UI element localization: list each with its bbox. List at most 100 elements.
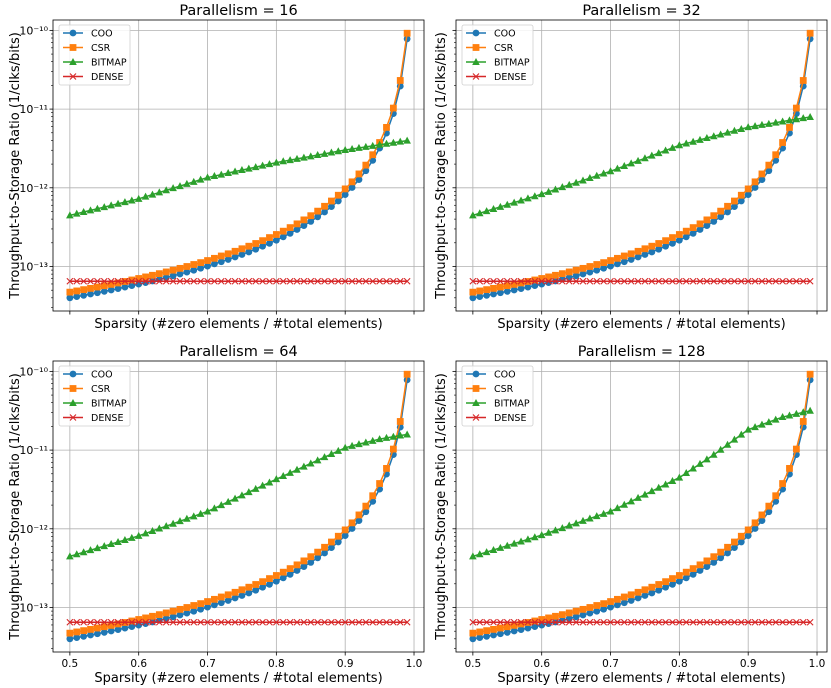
- data-point-coo: [238, 592, 246, 599]
- data-point-dense: [389, 618, 397, 626]
- data-point-dense: [558, 618, 566, 626]
- data-point-csr: [396, 77, 404, 84]
- data-point-bitmap: [675, 473, 684, 481]
- data-point-csr: [682, 227, 690, 235]
- data-point-bitmap: [72, 209, 81, 217]
- data-point-coo: [266, 239, 273, 247]
- data-point-dense: [737, 618, 745, 626]
- data-point-bitmap: [682, 139, 691, 147]
- data-point-bitmap: [572, 519, 580, 527]
- data-point-coo: [641, 592, 649, 599]
- data-point-csr: [176, 264, 184, 272]
- data-point-bitmap: [730, 435, 739, 443]
- data-point-csr: [724, 202, 731, 210]
- series-dense: [66, 618, 411, 626]
- data-point-dense: [751, 277, 759, 285]
- data-point-dense: [572, 277, 580, 285]
- data-point-csr: [737, 532, 745, 540]
- data-point-bitmap: [100, 203, 109, 211]
- data-point-dense: [524, 277, 532, 285]
- data-point-coo: [169, 613, 177, 621]
- data-point-csr: [696, 561, 704, 569]
- x-tick-label: 0.5: [465, 658, 482, 670]
- data-point-coo: [328, 203, 335, 211]
- data-point-csr: [806, 29, 814, 37]
- data-point-dense: [765, 277, 773, 285]
- data-point-bitmap: [778, 117, 787, 125]
- data-point-csr: [483, 286, 491, 294]
- data-point-bitmap: [265, 160, 274, 168]
- legend-box: [461, 24, 534, 86]
- data-point-csr: [321, 543, 328, 551]
- data-point-dense: [696, 618, 704, 626]
- data-point-bitmap: [362, 438, 370, 446]
- data-point-dense: [620, 618, 628, 626]
- data-point-bitmap: [210, 172, 219, 180]
- data-point-csr: [724, 543, 731, 551]
- data-point-csr: [107, 280, 115, 288]
- data-point-bitmap: [510, 198, 518, 206]
- data-point-csr: [593, 602, 601, 609]
- data-point-bitmap: [765, 418, 773, 426]
- data-point-csr: [717, 207, 725, 215]
- data-point-bitmap: [668, 476, 677, 484]
- data-point-bitmap: [114, 199, 122, 207]
- x-axis-label: Sparsity (#zero elements / #total elemen…: [497, 671, 785, 686]
- data-point-csr: [87, 284, 94, 292]
- data-point-coo: [334, 197, 342, 205]
- data-point-dense: [266, 277, 273, 285]
- data-point-coo: [758, 176, 766, 184]
- data-point-csr: [655, 240, 663, 247]
- data-point-csr: [272, 231, 280, 238]
- data-point-dense: [490, 618, 497, 626]
- data-point-bitmap: [300, 153, 308, 161]
- data-point-coo: [655, 586, 663, 594]
- data-point-dense: [266, 618, 273, 626]
- data-point-coo: [355, 176, 363, 184]
- data-point-dense: [231, 618, 239, 626]
- legend-item-csr: CSR: [63, 384, 111, 395]
- data-point-csr: [266, 575, 273, 582]
- legend-item-dense: DENSE: [63, 72, 123, 83]
- data-point-bitmap: [531, 192, 539, 200]
- data-point-dense: [538, 618, 546, 626]
- data-point-csr: [765, 502, 773, 510]
- data-point-csr: [503, 282, 511, 290]
- data-point-bitmap: [689, 464, 697, 472]
- data-point-coo: [369, 156, 377, 164]
- legend-item-bitmap: BITMAP: [63, 58, 127, 69]
- series-csr: [66, 29, 411, 296]
- data-point-dense: [204, 277, 211, 285]
- data-point-csr: [758, 511, 766, 519]
- data-point-coo: [627, 597, 635, 604]
- data-point-dense: [238, 618, 246, 626]
- data-point-dense: [710, 618, 718, 626]
- data-point-bitmap: [265, 478, 274, 486]
- data-point-coo: [620, 599, 628, 607]
- data-point-dense: [107, 277, 115, 285]
- data-point-bitmap: [785, 411, 794, 419]
- data-point-coo: [279, 233, 287, 241]
- data-point-csr: [107, 621, 115, 629]
- data-point-bitmap: [210, 504, 219, 512]
- data-point-coo: [724, 208, 731, 216]
- data-point-csr: [93, 283, 101, 291]
- data-point-bitmap: [475, 550, 484, 558]
- data-point-dense: [545, 277, 552, 285]
- x-tick-label: 0.6: [533, 658, 550, 670]
- data-point-dense: [169, 618, 177, 626]
- data-point-bitmap: [396, 137, 405, 145]
- data-point-bitmap: [306, 152, 315, 160]
- data-point-coo: [369, 497, 377, 505]
- legend-label: BITMAP: [494, 399, 530, 410]
- data-point-dense: [135, 618, 143, 626]
- data-point-dense: [190, 618, 198, 626]
- data-point-dense: [149, 277, 156, 285]
- data-point-bitmap: [320, 453, 329, 461]
- data-point-csr: [217, 593, 225, 601]
- data-point-dense: [293, 618, 301, 626]
- x-tick-label: 0.7: [199, 658, 216, 670]
- data-point-csr: [586, 263, 594, 270]
- data-point-dense: [799, 277, 807, 285]
- data-point-bitmap: [286, 156, 294, 164]
